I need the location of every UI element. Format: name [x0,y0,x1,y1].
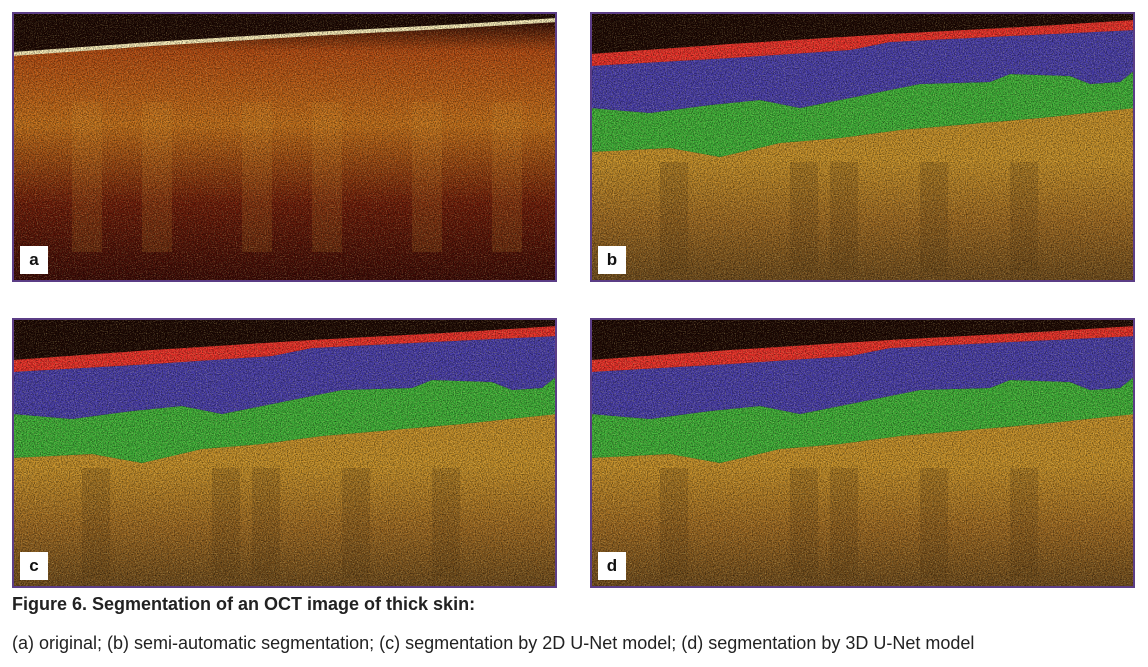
oct-image [14,14,555,280]
bright-noise [14,320,555,586]
panel-label: d [598,552,626,580]
image-panel: c [12,318,557,588]
caption-text: (a) original; (b) semi-automatic segment… [12,633,975,653]
caption-title: Figure 6. Segmentation of an OCT image o… [12,594,476,614]
panel-label: a [20,246,48,274]
oct-image [592,14,1133,280]
image-panel: a [12,12,557,282]
panel-label: b [598,246,626,274]
oct-image [14,320,555,586]
oct-image [592,320,1133,586]
panel-label: c [20,552,48,580]
image-panel: b [590,12,1135,282]
bright-noise [592,14,1133,280]
bright-noise [592,320,1133,586]
image-panel: d [590,318,1135,588]
bright-noise [14,14,555,280]
